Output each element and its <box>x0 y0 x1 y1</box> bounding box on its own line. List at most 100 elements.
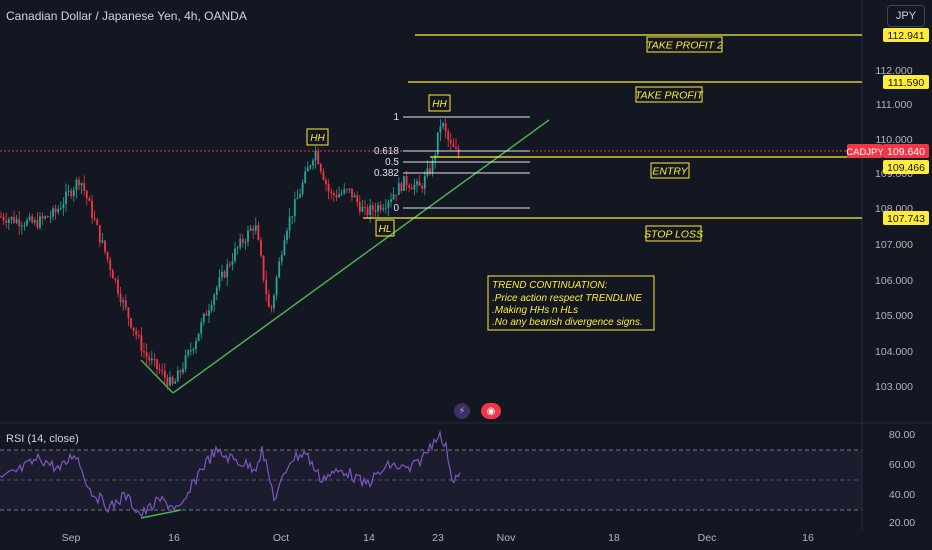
swing-label-hh-1[interactable]: HH <box>306 128 329 146</box>
candle-body <box>319 164 322 172</box>
candle-body <box>325 179 327 185</box>
candle-body <box>70 190 73 196</box>
fib-label: 0.5 <box>385 157 399 168</box>
candle-body <box>31 216 34 223</box>
candle-body <box>195 341 197 349</box>
candle-body <box>210 305 213 311</box>
candle-body <box>252 228 255 231</box>
candle-body <box>88 198 91 201</box>
candle-body <box>371 205 374 210</box>
candle-body <box>72 189 75 196</box>
candle-body <box>215 287 218 295</box>
candle-body <box>348 188 351 190</box>
price-label-tp: 111.590 <box>883 75 929 89</box>
fib-label: 0.618 <box>374 146 399 157</box>
candle-body <box>322 171 325 180</box>
lightning-icon[interactable]: ⚡ <box>454 403 470 419</box>
candle-body <box>366 207 369 215</box>
price-tick: 105.000 <box>875 310 913 322</box>
candle-body <box>353 195 356 198</box>
rsi-axis: 80.00 60.00 40.00 20.00 <box>889 429 915 529</box>
candle-body <box>20 225 23 227</box>
candle-body <box>189 350 192 352</box>
level-stoploss[interactable]: STOP LOSS <box>363 217 862 242</box>
candle-body <box>161 370 164 372</box>
candle-body <box>397 183 400 196</box>
currency-button[interactable]: JPY <box>887 5 925 27</box>
candle-body <box>184 355 187 369</box>
candle-body <box>413 184 416 190</box>
svg-text:CADJPY: CADJPY <box>846 147 884 158</box>
candles <box>0 118 460 390</box>
candle-body <box>340 193 343 195</box>
candle-body <box>166 377 169 386</box>
candle-body <box>156 359 158 369</box>
candle-body <box>293 199 296 217</box>
candle-body <box>299 194 301 198</box>
replay-icon[interactable]: ◉ <box>481 403 501 419</box>
candle-body <box>457 148 460 156</box>
time-tick: 14 <box>363 532 375 544</box>
annotation-box[interactable]: TREND CONTINUATION: .Price action respec… <box>487 275 655 331</box>
candle-body <box>28 216 31 220</box>
rsi-tick: 60.00 <box>889 459 915 471</box>
candle-body <box>218 277 221 288</box>
price-tick: 110.000 <box>875 134 912 146</box>
candle-body <box>41 216 44 219</box>
swing-label-hl[interactable]: HL <box>375 219 395 237</box>
level-tp[interactable]: TAKE PROFIT <box>408 81 862 103</box>
candle-body <box>163 371 166 378</box>
candle-body <box>85 190 88 199</box>
time-tick: 23 <box>432 532 444 544</box>
candle-body <box>83 183 86 191</box>
svg-text:109.640: 109.640 <box>887 146 925 158</box>
candle-body <box>26 219 28 226</box>
candle-body <box>291 216 294 218</box>
candle-body <box>5 220 8 224</box>
candle-body <box>265 279 268 295</box>
candle-body <box>143 351 145 353</box>
candle-body <box>356 195 359 202</box>
candle-body <box>283 240 286 256</box>
candle-body <box>444 123 447 132</box>
swing-label-hh-2[interactable]: HH <box>428 94 451 112</box>
candle-body <box>208 310 210 316</box>
candle-body <box>119 293 122 303</box>
candle-body <box>304 171 307 183</box>
candle-body <box>98 225 101 243</box>
rsi-divergence-line <box>140 509 182 519</box>
price-tick: 107.000 <box>875 239 913 251</box>
time-axis[interactable]: Sep 16 Oct 14 23 Nov 18 Dec 16 <box>62 532 814 544</box>
trendline[interactable] <box>172 119 550 394</box>
candle-body <box>442 123 444 127</box>
candle-body <box>306 167 309 172</box>
svg-text:112.941: 112.941 <box>887 30 924 42</box>
level-entry[interactable]: ENTRY <box>430 156 862 179</box>
level-tp2[interactable]: TAKE PROFIT 2 <box>415 34 862 53</box>
candle-body <box>192 348 195 351</box>
candle-body <box>410 187 413 190</box>
candle-body <box>382 208 385 210</box>
annotation-title: TREND CONTINUATION: <box>492 280 608 291</box>
price-axis[interactable]: 112.000 111.000 110.000 109.000 108.000 … <box>875 65 913 393</box>
rsi-tick: 20.00 <box>889 517 915 529</box>
candle-body <box>379 204 382 210</box>
candle-body <box>91 200 93 218</box>
candle-body <box>153 358 156 360</box>
candle-body <box>267 294 270 307</box>
rsi-title: RSI (14, close) <box>6 433 79 445</box>
candle-body <box>416 181 418 185</box>
candle-body <box>280 255 283 262</box>
price-label-entry: 109.466 <box>883 160 929 174</box>
price-tick: 111.000 <box>876 99 913 111</box>
fib-retracement[interactable]: 1 0.618 0.5 0.382 0 <box>374 112 530 214</box>
candle-body <box>374 209 377 212</box>
candle-body <box>135 330 138 336</box>
candle-body <box>117 279 119 294</box>
candle-body <box>241 238 244 243</box>
candle-body <box>39 216 41 228</box>
candle-body <box>327 184 330 192</box>
svg-text:111.590: 111.590 <box>888 77 925 89</box>
candle-body <box>49 216 52 218</box>
